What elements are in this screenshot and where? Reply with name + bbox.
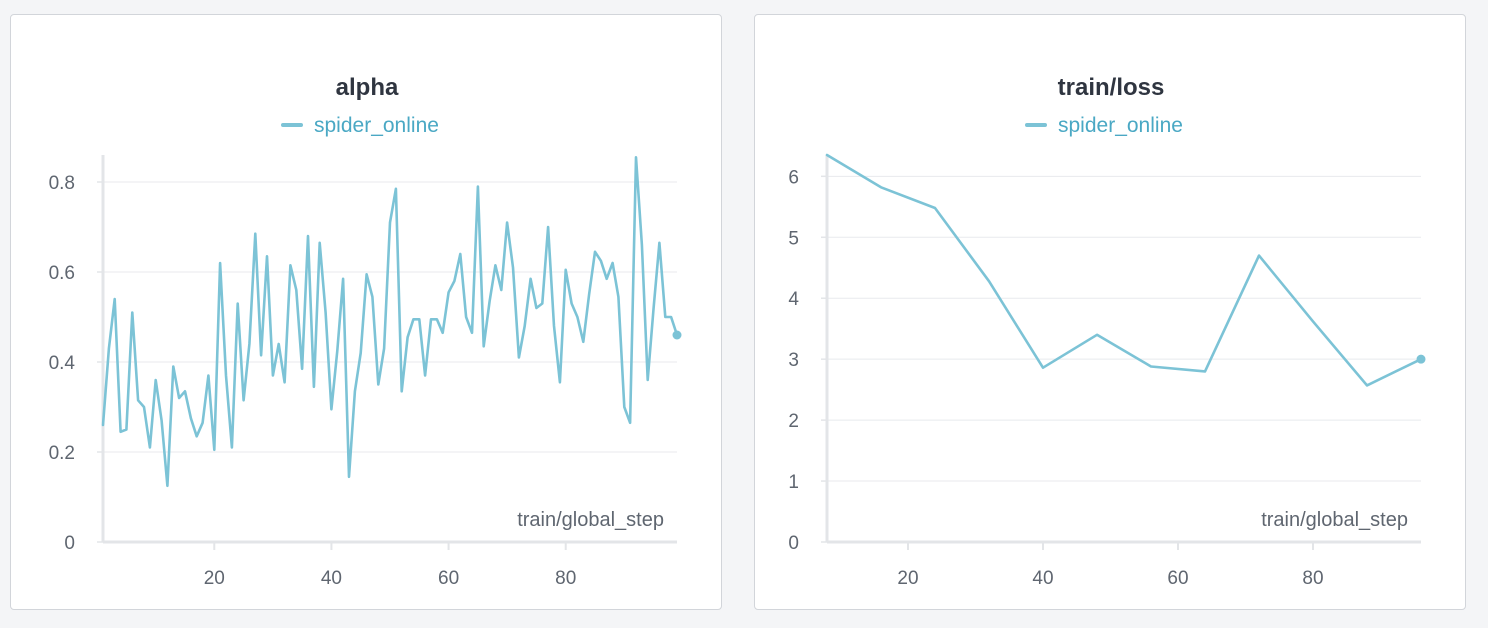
tick-labels: 0 0.2 0.4 0.6 0.8 20 40 60 80: [49, 173, 577, 589]
series-end-point: [672, 330, 682, 340]
y-tick-label: 1: [788, 472, 799, 493]
axes: [821, 155, 1421, 550]
series-end-point: [1416, 354, 1426, 364]
grid: [827, 175, 1421, 482]
x-tick-label: 60: [438, 568, 459, 589]
y-tick-label: 6: [788, 167, 799, 188]
y-tick-label: 0.8: [49, 173, 75, 194]
x-tick-label: 40: [1032, 568, 1053, 589]
x-tick-label: 60: [1167, 568, 1188, 589]
x-axis-label: train/global_step: [517, 509, 664, 531]
y-tick-label: 2: [788, 411, 799, 432]
x-tick-label: 80: [555, 568, 576, 589]
chart-title: alpha: [336, 74, 399, 101]
tick-labels: 0 1 2 3 4 5 6 20 40 60 80: [788, 167, 1323, 589]
axes: [97, 155, 677, 550]
x-tick-label: 80: [1302, 568, 1323, 589]
legend-label: spider_online: [314, 114, 439, 137]
y-tick-label: 0.6: [49, 263, 75, 284]
alpha-chart-panel: alpha spider_online 0 0.2 0.4 0.6 0.8 20 40 60 8…: [10, 14, 722, 610]
y-tick-label: 4: [788, 289, 799, 310]
series: [825, 153, 1426, 387]
series-line: [101, 156, 679, 488]
x-tick-label: 40: [321, 568, 342, 589]
chart-title: train/loss: [1058, 74, 1165, 101]
series-line: [825, 153, 1423, 387]
y-tick-label: 0: [64, 533, 75, 554]
x-tick-label: 20: [897, 568, 918, 589]
y-tick-label: 3: [788, 350, 799, 371]
alpha-chart-svg: alpha spider_online 0 0.2 0.4 0.6 0.8 20 40 60 8…: [49, 74, 682, 589]
x-axis-label: train/global_step: [1261, 509, 1408, 531]
legend-label: spider_online: [1058, 114, 1183, 137]
y-tick-label: 0.2: [49, 443, 75, 464]
grid: [103, 181, 677, 453]
y-tick-label: 0: [788, 533, 799, 554]
train-loss-chart-svg: train/loss spider_online 0 1 2 3 4 5 6 20 40 60 80…: [788, 74, 1426, 589]
legend: spider_online: [281, 114, 439, 137]
legend: spider_online: [1025, 114, 1183, 137]
y-tick-label: 0.4: [49, 353, 76, 374]
y-tick-label: 5: [788, 228, 799, 249]
series: [101, 156, 682, 488]
train-loss-chart-panel: train/loss spider_online 0 1 2 3 4 5 6 20 40 60 80…: [754, 14, 1466, 610]
x-tick-label: 20: [204, 568, 225, 589]
